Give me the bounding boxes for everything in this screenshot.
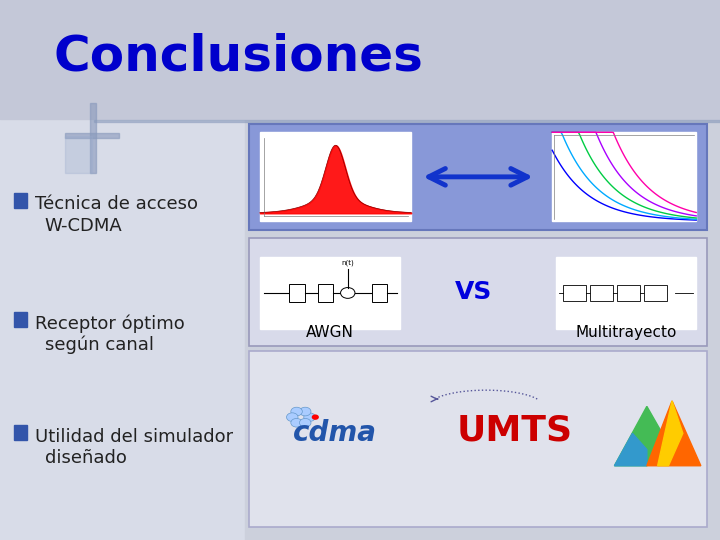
Bar [90, 103, 96, 173]
Polygon shape [657, 401, 683, 465]
Bar [249, 124, 707, 230]
Polygon shape [647, 401, 701, 465]
Text: n(t): n(t) [341, 259, 354, 266]
Bar [552, 132, 696, 221]
Bar [556, 256, 696, 329]
Polygon shape [614, 433, 647, 465]
Text: Receptor óptimo: Receptor óptimo [35, 314, 184, 333]
Text: AWGN: AWGN [306, 325, 354, 340]
Text: Conclusiones: Conclusiones [54, 33, 424, 80]
Bar [590, 285, 613, 301]
Bar [0, 0, 720, 119]
Bar [260, 256, 400, 329]
Bar [14, 312, 27, 327]
Bar [249, 238, 707, 346]
Circle shape [341, 287, 355, 298]
Text: según canal: según canal [45, 336, 153, 354]
Bar [563, 285, 586, 301]
Circle shape [287, 413, 298, 421]
Bar [14, 193, 27, 208]
Bar [0, 0, 245, 540]
Circle shape [291, 407, 302, 416]
Bar [65, 136, 92, 173]
Bar [289, 284, 305, 302]
Bar [249, 351, 707, 526]
Bar [318, 284, 333, 302]
Circle shape [291, 418, 302, 427]
Circle shape [300, 407, 311, 416]
Circle shape [312, 415, 319, 420]
Text: W-CDMA: W-CDMA [45, 217, 122, 235]
Bar [644, 285, 667, 301]
Bar [245, 0, 720, 540]
Bar [372, 284, 387, 302]
Text: UMTS: UMTS [456, 414, 573, 448]
Circle shape [300, 418, 311, 427]
Bar [94, 120, 720, 122]
Text: cdma: cdma [294, 420, 377, 447]
Polygon shape [614, 406, 668, 465]
Text: VS: VS [455, 280, 492, 303]
Text: Utilidad del simulador: Utilidad del simulador [35, 428, 233, 445]
Text: diseñado: diseñado [45, 449, 127, 467]
Circle shape [304, 413, 315, 421]
Bar [260, 132, 411, 221]
Bar [65, 133, 119, 138]
Bar [14, 425, 27, 440]
Text: Técnica de acceso: Técnica de acceso [35, 195, 197, 213]
Text: Multitrayecto: Multitrayecto [575, 325, 677, 340]
Bar [617, 285, 641, 301]
